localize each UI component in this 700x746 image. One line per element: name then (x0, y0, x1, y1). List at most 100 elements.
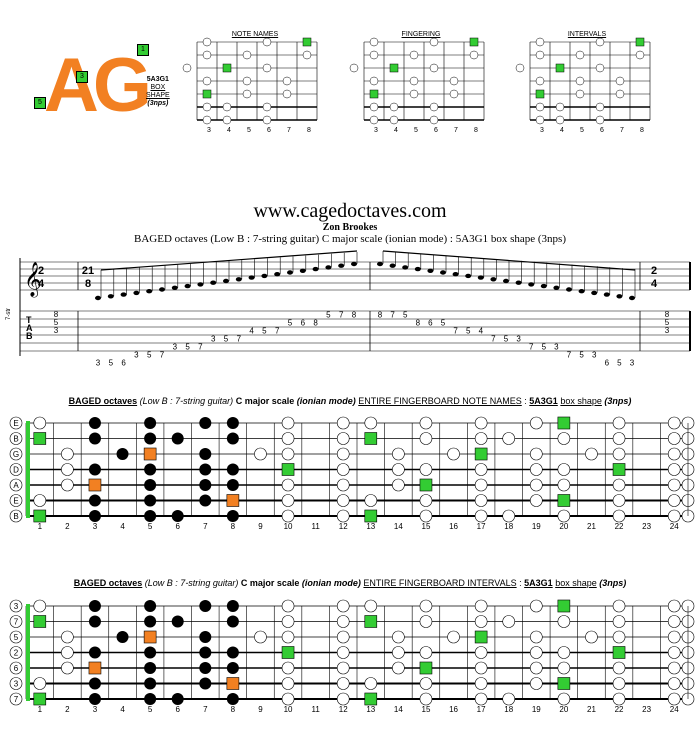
intervals-board-fret-number: 15 (422, 705, 431, 714)
notes-board-box-marker (88, 494, 101, 507)
intervals-board-box-marker (199, 646, 212, 659)
mini3-note-marker (535, 102, 545, 112)
tab-number-up: 3 (173, 343, 178, 352)
notes-board-note-marker (667, 416, 681, 430)
note-head (603, 292, 610, 297)
intervals-board-fret-number: 10 (284, 705, 293, 714)
intervals-board-note-marker (557, 615, 571, 628)
note-head (477, 275, 484, 280)
note-head (120, 292, 127, 297)
note-head (616, 294, 623, 299)
tab-number-up: 3 (211, 335, 216, 344)
mini-title-intervals: INTERVALS (567, 31, 607, 38)
intervals-board-note-marker (336, 599, 350, 613)
mini3-note-marker (555, 102, 565, 112)
notes-board-note-marker (281, 494, 295, 507)
notes-board-note-marker (419, 416, 433, 430)
notes-board-root-marker (143, 447, 157, 461)
notes-board-root-marker (33, 432, 47, 445)
intervals-board-fret-number: 17 (477, 705, 486, 714)
note-head (465, 273, 472, 279)
intervals-board-fret-number: 14 (394, 705, 403, 714)
intervals-board-box-marker (199, 631, 212, 643)
note-head (515, 280, 522, 285)
intervals-board-note-marker (667, 646, 681, 659)
notes-board-note-marker (61, 447, 74, 461)
intervals-board-open-marker (9, 677, 23, 690)
notes-board-box-marker (199, 463, 212, 476)
mini3-note-marker (575, 76, 585, 86)
notes-board-open-label: G (13, 450, 19, 459)
mini3-note-marker (575, 50, 585, 60)
time-signature-mid-bottom: 8 (85, 278, 91, 290)
mini3-fret-number: 3 (540, 127, 544, 134)
intervals-board-fret-number: 6 (175, 705, 180, 714)
mini1-note-marker (222, 115, 232, 125)
mini2-note-marker (409, 76, 419, 86)
d2-a: BAGED octaves (73, 578, 143, 588)
note-head (95, 295, 101, 301)
notes-board-note-marker (612, 447, 626, 461)
mini2-fret-number: 7 (454, 127, 458, 134)
note-head (146, 289, 153, 294)
intervals-board-note-marker (61, 646, 74, 659)
notes-board-note-marker (667, 447, 681, 461)
note-head (578, 289, 585, 294)
mini1-fret-number: 4 (227, 127, 231, 134)
logo-line2: BOX (150, 84, 166, 91)
mini1-note-marker (222, 102, 232, 112)
tab-number-down: 7 (453, 327, 458, 336)
intervals-board-box-marker (226, 662, 239, 674)
notes-board-box-marker (144, 463, 157, 476)
note-head (427, 268, 434, 273)
note-head (248, 275, 255, 280)
intervals-board-root-marker (88, 661, 102, 675)
d2-e: ENTIRE FINGERBOARD INTERVALS (363, 578, 517, 588)
notes-board-root-marker (364, 509, 378, 523)
mini3-note-marker (635, 50, 645, 60)
tab-number-up: 7 (198, 343, 203, 352)
note-head (325, 265, 332, 270)
intervals-board-note-marker (529, 646, 543, 659)
notes-board-open-marker (9, 494, 23, 507)
mini2-note-marker (389, 102, 399, 112)
intervals-board-fret-number: 3 (93, 705, 98, 714)
notes-board-note-marker (419, 432, 433, 445)
tab-number-up: 7 (275, 327, 280, 336)
mini3-fret-number: 7 (620, 127, 624, 134)
intervals-board-box-marker (171, 693, 184, 705)
notes-board-box-marker (144, 494, 157, 507)
notes-board-note-marker (419, 463, 433, 476)
intervals-board-fret-number: 13 (366, 705, 375, 714)
tab-number-up: 5 (288, 319, 293, 328)
site-url: www.cagedoctaves.com (253, 200, 447, 222)
notes-board-note-marker (61, 463, 74, 476)
note-head (452, 272, 459, 277)
notes-board-note-marker (336, 447, 350, 461)
mini1-note-marker (282, 89, 292, 99)
mini1-root-marker (222, 63, 232, 73)
mini2-note-marker (369, 115, 379, 125)
intervals-board-root-marker (364, 692, 378, 706)
notes-board-box-marker (144, 510, 157, 522)
intervals-board-note-marker (33, 599, 47, 613)
notes-board-box-marker (171, 510, 184, 522)
notes-board-open-marker (9, 478, 23, 492)
notes-board-root-marker (419, 478, 433, 492)
intervals-board-open-marker (9, 630, 23, 644)
d1-h: (3nps) (604, 396, 632, 406)
mini2-fret-number: 3 (374, 127, 378, 134)
intervals-board-fret-number: 21 (587, 705, 596, 714)
intervals-board-note-marker (336, 677, 350, 690)
mini1-root-marker (202, 89, 212, 99)
intervals-board-note-marker (61, 661, 74, 675)
intervals-board-note-marker (557, 646, 571, 659)
notes-board-box-marker (88, 417, 101, 429)
notes-board-note-marker (474, 416, 488, 430)
logo-line3: SHAPE (146, 92, 170, 99)
note-head (402, 265, 409, 270)
intervals-board-note-marker (336, 646, 350, 659)
intervals-board-note-marker (612, 615, 626, 628)
notes-board-box-marker (226, 417, 239, 429)
